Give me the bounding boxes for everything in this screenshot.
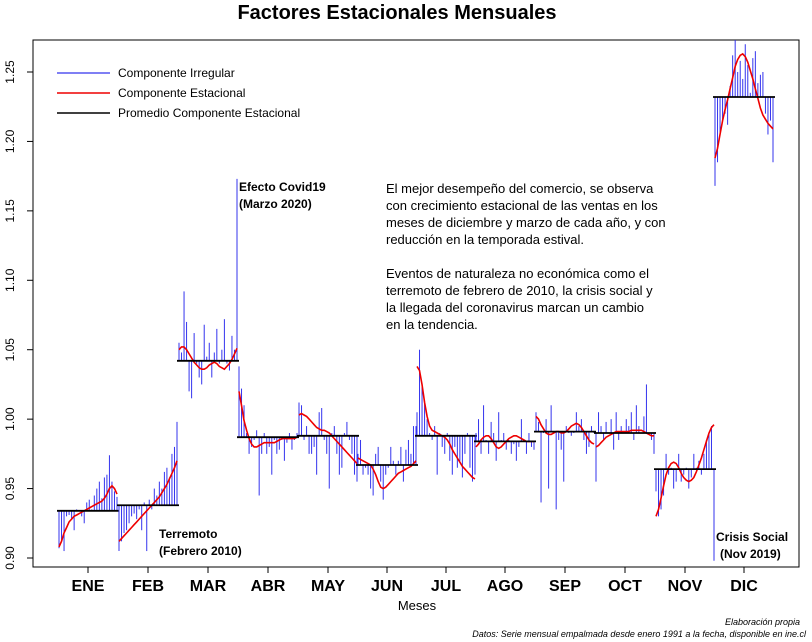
crisis-annotation-line1: Crisis Social bbox=[716, 530, 788, 544]
description-line: meses de diciembre y marzo de cada año, … bbox=[386, 215, 666, 230]
x-tick-label: JUL bbox=[431, 578, 461, 595]
description-line: terremoto de febrero de 2010, la crisis … bbox=[386, 283, 653, 298]
seasonal-curve bbox=[298, 412, 358, 465]
x-tick-label: AGO bbox=[487, 578, 523, 595]
x-tick-label: MAR bbox=[190, 578, 227, 595]
axes: 0.90 0.95 1.00 1.05 1.10 1.15 1.20 1.25 ENE FEB MA… bbox=[3, 60, 758, 595]
x-tick-label: OCT bbox=[608, 578, 642, 595]
terremoto-annotation-line2: (Febrero 2010) bbox=[159, 544, 242, 558]
y-tick-label: 1.15 bbox=[3, 199, 17, 223]
y-tick-label: 0.95 bbox=[3, 477, 17, 501]
seasonal-curve bbox=[714, 52, 774, 159]
covid-annotation: Efecto Covid19 (Marzo 2020) bbox=[239, 180, 326, 211]
legend: Componente Irregular Componente Estacion… bbox=[57, 66, 300, 120]
plot-area bbox=[57, 40, 775, 561]
chart-title: Factores Estacionales Mensuales bbox=[237, 2, 556, 24]
description-line: Eventos de naturaleza no económica como … bbox=[386, 266, 649, 281]
seasonal-curve bbox=[595, 429, 654, 448]
terremoto-annotation: Terremoto (Febrero 2010) bbox=[159, 527, 242, 558]
description-paragraph-2: Eventos de naturaleza no económica como … bbox=[386, 266, 653, 332]
y-tick-label: 1.05 bbox=[3, 338, 17, 362]
crisis-annotation-line2: (Nov 2019) bbox=[720, 547, 781, 561]
description-line: El mejor desempeño del comercio, se obse… bbox=[386, 181, 654, 196]
x-axis-title: Meses bbox=[398, 598, 437, 613]
seasonal-curve bbox=[238, 391, 298, 448]
x-tick-label: MAY bbox=[311, 578, 345, 595]
x-tick-label: ABR bbox=[251, 578, 286, 595]
footnote-credit: Elaboración propia bbox=[725, 617, 800, 627]
x-tick-label: SEP bbox=[549, 578, 581, 595]
description-line: en la tendencia. bbox=[386, 317, 478, 332]
y-tick-label: 1.20 bbox=[3, 129, 17, 153]
description-paragraph-1: El mejor desempeño del comercio, se obse… bbox=[386, 181, 666, 247]
y-tick-label: 1.10 bbox=[3, 268, 17, 292]
month-group-abr bbox=[237, 366, 299, 496]
seasonal-curve bbox=[178, 346, 238, 371]
x-tick-label: FEB bbox=[132, 578, 164, 595]
seasonal-curve bbox=[416, 365, 476, 480]
month-group-dic bbox=[713, 40, 775, 186]
month-group-sep bbox=[534, 405, 596, 510]
seasonal-curve bbox=[535, 415, 595, 445]
seasonal-curve bbox=[655, 424, 715, 517]
description-line: con crecimiento estacional de las ventas… bbox=[386, 198, 658, 213]
legend-mean-label: Promedio Componente Estacional bbox=[118, 106, 300, 120]
covid-annotation-line1: Efecto Covid19 bbox=[239, 180, 326, 194]
covid-annotation-line2: (Marzo 2020) bbox=[239, 197, 312, 211]
legend-seasonal-label: Componente Estacional bbox=[118, 86, 245, 100]
month-group-jul bbox=[415, 349, 477, 482]
legend-irregular-label: Componente Irregular bbox=[118, 66, 235, 80]
y-tick-label: 0.90 bbox=[3, 546, 17, 570]
footnote-source: Datos: Serie mensual empalmada desde ene… bbox=[472, 629, 807, 639]
x-tick-label: NOV bbox=[668, 578, 703, 595]
seasonal-curve bbox=[118, 460, 178, 542]
month-group-oct bbox=[594, 384, 656, 482]
seasonal-curve bbox=[475, 434, 534, 450]
month-group-ago bbox=[474, 405, 536, 461]
terremoto-annotation-line1: Terremoto bbox=[159, 527, 217, 541]
x-tick-label: JUN bbox=[371, 578, 403, 595]
month-group-mar bbox=[177, 178, 239, 399]
month-group-may bbox=[297, 402, 359, 489]
y-tick-label: 1.00 bbox=[3, 407, 17, 431]
seasonal-curve bbox=[58, 484, 118, 548]
description-line: la llegada del coronavirus marcan un cam… bbox=[386, 300, 644, 315]
month-group-feb bbox=[117, 421, 179, 552]
month-group-ene bbox=[57, 455, 119, 552]
x-tick-label: DIC bbox=[730, 578, 758, 595]
seasonal-curve bbox=[357, 457, 417, 490]
crisis-annotation: Crisis Social (Nov 2019) bbox=[716, 530, 788, 561]
x-tick-label: ENE bbox=[72, 578, 105, 595]
month-group-nov bbox=[654, 424, 716, 561]
month-group-jun bbox=[356, 426, 418, 500]
y-tick-label: 1.25 bbox=[3, 60, 17, 84]
description-line: reducción en la temporada estival. bbox=[386, 232, 584, 247]
